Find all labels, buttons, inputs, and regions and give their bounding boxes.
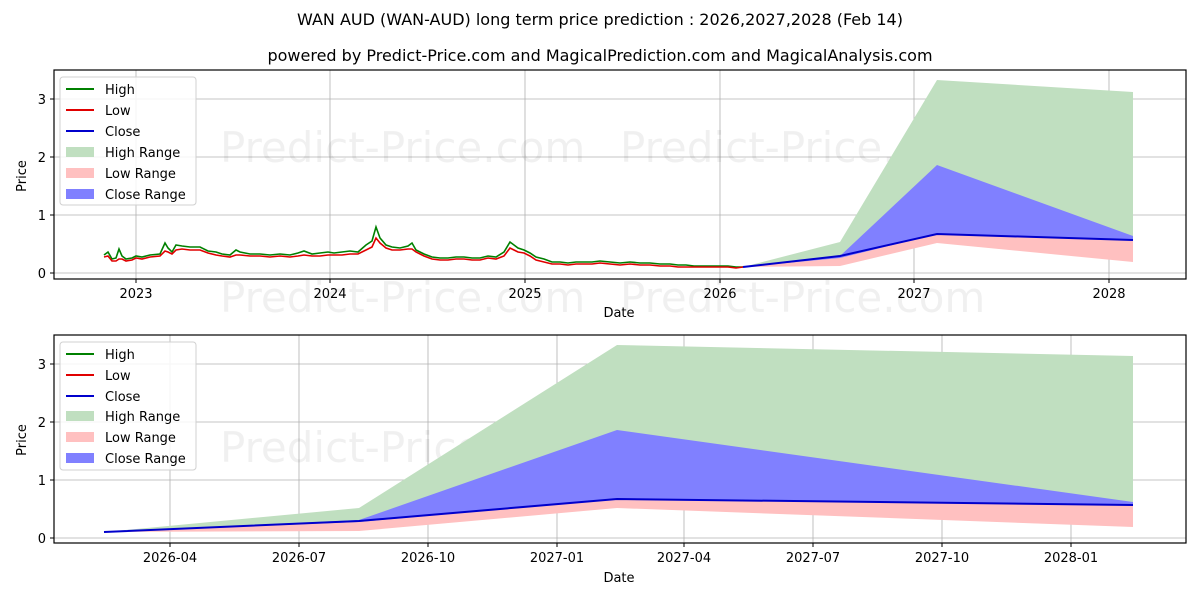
svg-text:2023: 2023 bbox=[119, 287, 152, 302]
legend-close-label: Close bbox=[105, 125, 140, 140]
legend-close-range-label: Close Range bbox=[105, 188, 186, 203]
svg-text:2027-04: 2027-04 bbox=[657, 551, 711, 566]
bottom-x-ticks: 2026-04 2026-07 2026-10 2027-01 2027-04 … bbox=[143, 543, 1098, 566]
legend-close-range-swatch bbox=[66, 453, 94, 463]
legend-high-range-swatch bbox=[66, 147, 94, 157]
legend-close-label: Close bbox=[105, 390, 140, 405]
close-line bbox=[742, 232, 1134, 268]
top-x-ticks: 2023 2024 2025 2026 2027 2028 bbox=[119, 279, 1126, 302]
close-range-area bbox=[104, 430, 1133, 532]
low-range-area bbox=[743, 234, 1133, 267]
top-axes-frame bbox=[53, 69, 1187, 280]
watermark: Predict-Price.com bbox=[220, 273, 585, 322]
chart-title: WAN AUD (WAN-AUD) long term price predic… bbox=[297, 10, 903, 29]
bottom-legend: High Low Close High Range Low Range Clos… bbox=[59, 341, 197, 471]
top-plot: Predict-Price.com Predict-Price.com Pred… bbox=[15, 69, 1187, 322]
close-range-area bbox=[743, 165, 1133, 267]
top-y-ticks: 3 2 1 0 bbox=[38, 93, 54, 282]
svg-text:2028-01: 2028-01 bbox=[1044, 551, 1098, 566]
svg-text:2026-04: 2026-04 bbox=[143, 551, 197, 566]
low-range-area bbox=[104, 499, 1133, 532]
bottom-x-axis-label: Date bbox=[603, 571, 634, 586]
svg-text:2026: 2026 bbox=[703, 287, 736, 302]
bottom-y-ticks: 3 2 1 0 bbox=[38, 358, 54, 547]
legend-high-label: High bbox=[105, 348, 135, 363]
watermark: Predict-Price.com bbox=[220, 123, 585, 172]
legend-low-range-swatch bbox=[66, 432, 94, 442]
bottom-axes-frame bbox=[53, 334, 1187, 544]
svg-text:1: 1 bbox=[38, 474, 46, 489]
legend-high-range-swatch bbox=[66, 411, 94, 421]
high-line bbox=[103, 224, 743, 268]
svg-text:2: 2 bbox=[38, 416, 46, 431]
svg-text:3: 3 bbox=[38, 358, 46, 373]
svg-text:2: 2 bbox=[38, 151, 46, 166]
bottom-plot: Predict-Price.com Predict-Price.com 3 2 … bbox=[15, 334, 1187, 586]
top-x-axis-label: Date bbox=[603, 306, 634, 321]
top-y-axis-label: Price bbox=[15, 160, 30, 192]
svg-text:1: 1 bbox=[38, 209, 46, 224]
low-line bbox=[103, 236, 744, 269]
legend-close-range-label: Close Range bbox=[105, 452, 186, 467]
svg-text:3: 3 bbox=[38, 93, 46, 108]
svg-text:2027-07: 2027-07 bbox=[786, 551, 840, 566]
close-line bbox=[103, 497, 1134, 533]
legend-low-range-label: Low Range bbox=[105, 431, 176, 446]
svg-text:2028: 2028 bbox=[1092, 287, 1125, 302]
bottom-y-axis-label: Price bbox=[15, 424, 30, 456]
legend-close-range-swatch bbox=[66, 189, 94, 199]
watermark: Predict-Price.com bbox=[620, 273, 985, 322]
legend-low-label: Low bbox=[105, 104, 131, 119]
legend-high-range-label: High Range bbox=[105, 146, 180, 161]
chart-subtitle: powered by Predict-Price.com and Magical… bbox=[267, 46, 933, 65]
svg-text:2027-10: 2027-10 bbox=[915, 551, 969, 566]
top-legend: High Low Close High Range Low Range Clos… bbox=[59, 76, 197, 206]
svg-text:2027-01: 2027-01 bbox=[530, 551, 584, 566]
svg-text:2025: 2025 bbox=[508, 287, 541, 302]
svg-text:0: 0 bbox=[38, 267, 46, 282]
legend-low-range-swatch bbox=[66, 168, 94, 178]
legend-high-range-label: High Range bbox=[105, 410, 180, 425]
legend-low-label: Low bbox=[105, 369, 131, 384]
svg-text:0: 0 bbox=[38, 532, 46, 547]
svg-text:2026-10: 2026-10 bbox=[401, 551, 455, 566]
svg-text:2027: 2027 bbox=[897, 287, 930, 302]
legend-low-range-label: Low Range bbox=[105, 167, 176, 182]
legend-high-label: High bbox=[105, 83, 135, 98]
svg-text:2026-07: 2026-07 bbox=[272, 551, 326, 566]
svg-text:2024: 2024 bbox=[313, 287, 346, 302]
